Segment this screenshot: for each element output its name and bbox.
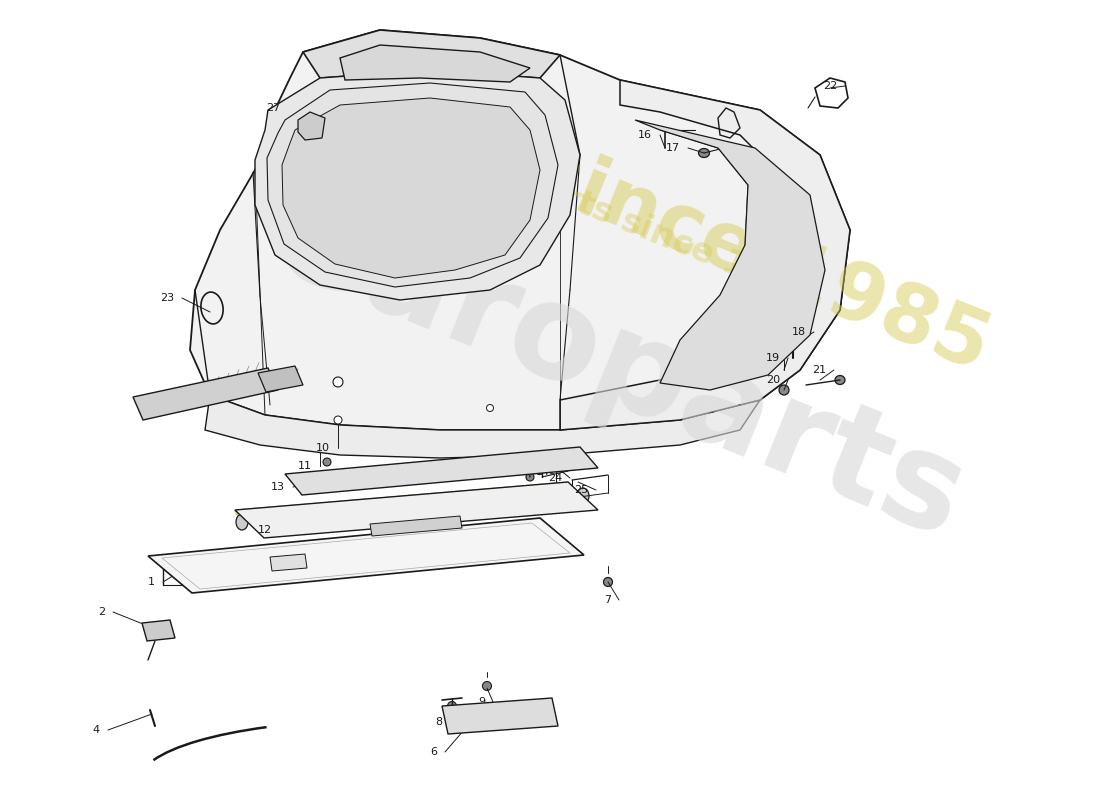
Polygon shape: [205, 395, 760, 458]
Text: 13: 13: [271, 482, 285, 492]
Ellipse shape: [835, 375, 845, 385]
Polygon shape: [142, 620, 175, 641]
Ellipse shape: [323, 147, 332, 157]
Text: europarts: europarts: [258, 174, 982, 566]
Ellipse shape: [297, 182, 329, 227]
Ellipse shape: [578, 488, 588, 504]
Text: 22: 22: [823, 81, 837, 91]
Ellipse shape: [526, 473, 534, 481]
Text: 6: 6: [430, 747, 437, 757]
Text: 5: 5: [210, 385, 217, 395]
Polygon shape: [270, 554, 307, 571]
Text: 17: 17: [666, 143, 680, 153]
Text: since 1985: since 1985: [519, 133, 1000, 387]
Ellipse shape: [334, 416, 342, 424]
Ellipse shape: [604, 578, 613, 586]
Polygon shape: [148, 518, 584, 593]
Polygon shape: [235, 482, 598, 538]
Text: 28: 28: [296, 137, 310, 147]
Ellipse shape: [779, 385, 789, 395]
Text: 24: 24: [548, 473, 562, 483]
Ellipse shape: [236, 514, 248, 530]
Ellipse shape: [327, 439, 337, 449]
Ellipse shape: [534, 705, 546, 715]
Polygon shape: [302, 30, 560, 78]
Polygon shape: [258, 366, 303, 392]
Ellipse shape: [405, 58, 421, 66]
Text: 20: 20: [766, 375, 780, 385]
Ellipse shape: [433, 58, 449, 66]
Text: 26: 26: [331, 191, 345, 201]
Ellipse shape: [779, 365, 789, 375]
Ellipse shape: [454, 710, 466, 720]
Ellipse shape: [486, 405, 494, 411]
Ellipse shape: [152, 626, 161, 635]
Text: 16: 16: [638, 130, 652, 140]
Ellipse shape: [377, 58, 393, 66]
Ellipse shape: [483, 682, 492, 690]
Text: 25: 25: [574, 485, 589, 495]
Polygon shape: [442, 698, 558, 734]
Polygon shape: [298, 112, 324, 140]
Text: 1: 1: [148, 577, 155, 587]
Text: 11: 11: [298, 461, 312, 471]
Polygon shape: [560, 80, 850, 430]
Text: 9: 9: [477, 697, 485, 707]
Text: 7: 7: [604, 595, 611, 605]
Polygon shape: [255, 70, 580, 300]
Text: 21: 21: [812, 365, 826, 375]
Text: 4: 4: [92, 725, 100, 735]
Polygon shape: [133, 368, 278, 420]
Polygon shape: [267, 83, 558, 287]
Ellipse shape: [323, 458, 331, 466]
Text: 8: 8: [434, 717, 442, 727]
Text: 12: 12: [257, 525, 272, 535]
Ellipse shape: [461, 58, 477, 66]
Polygon shape: [190, 30, 850, 430]
Polygon shape: [635, 120, 825, 390]
Text: 23: 23: [160, 293, 174, 303]
Text: 10: 10: [316, 443, 330, 453]
Text: automotive parts since 1985: automotive parts since 1985: [305, 79, 816, 311]
Text: 14: 14: [536, 467, 550, 477]
Polygon shape: [340, 45, 530, 82]
Text: 18: 18: [792, 327, 806, 337]
Text: 15: 15: [506, 455, 520, 465]
Polygon shape: [285, 447, 598, 495]
Polygon shape: [282, 98, 540, 278]
Ellipse shape: [333, 377, 343, 387]
Ellipse shape: [698, 149, 710, 158]
Ellipse shape: [448, 702, 456, 710]
Text: 19: 19: [766, 353, 780, 363]
Polygon shape: [370, 516, 462, 536]
Text: 27: 27: [266, 103, 280, 113]
Text: 2: 2: [98, 607, 104, 617]
